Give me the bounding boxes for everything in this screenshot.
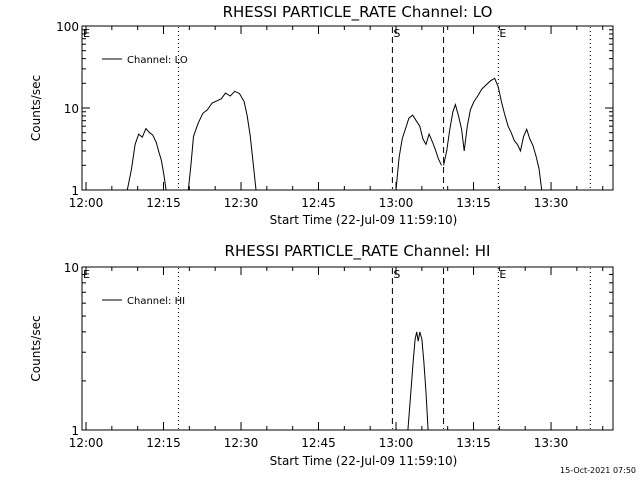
- x-tick-label: 12:00: [69, 196, 104, 210]
- x-tick-label: 13:15: [456, 196, 491, 210]
- y-tick-label: 10: [64, 102, 79, 116]
- hi-channel-panel: RHESSI PARTICLE_RATE Channel: HI 1 10 Count…: [29, 242, 614, 468]
- legend-label: Channel: LO: [127, 55, 188, 66]
- x-tick-label: 12:15: [146, 436, 181, 450]
- y-tick-label: 100: [56, 20, 79, 34]
- y-tick-label: 1: [71, 424, 79, 438]
- series-line: [443, 77, 543, 191]
- footer-timestamp: 15-Oct-2021 07:50: [560, 466, 636, 475]
- x-tick-label: 13:00: [379, 196, 414, 210]
- x-tick-label: 12:30: [224, 196, 259, 210]
- y-axis-label: Counts/sec: [29, 75, 43, 141]
- marker-label: E: [499, 27, 506, 40]
- marker-label: S: [393, 27, 400, 40]
- series-line: [395, 114, 442, 191]
- series-line: [407, 331, 429, 431]
- y-tick-label: 10: [64, 261, 79, 275]
- marker-label: E: [83, 268, 90, 281]
- x-tick-label: 13:00: [379, 436, 414, 450]
- chart-title: RHESSI PARTICLE_RATE Channel: LO: [223, 3, 493, 22]
- legend-label: Channel: HI: [127, 296, 185, 307]
- x-axis-label: Start Time (22-Jul-09 11:59:10): [270, 213, 458, 227]
- series-line: [126, 127, 167, 191]
- x-tick-label: 13:15: [456, 436, 491, 450]
- series-line: [187, 90, 257, 191]
- x-tick-label: 12:00: [69, 436, 104, 450]
- chart-title: RHESSI PARTICLE_RATE Channel: HI: [225, 242, 491, 261]
- marker-label: E: [83, 27, 90, 40]
- x-tick-label: 12:45: [301, 436, 336, 450]
- x-tick-label: 12:30: [224, 436, 259, 450]
- plot-frame: [81, 266, 614, 431]
- x-tick-label: 13:30: [534, 196, 569, 210]
- lo-channel-panel: RHESSI PARTICLE_RATE Channel: LO 1 10 100 Co…: [29, 3, 614, 227]
- x-tick-label: 12:15: [146, 196, 181, 210]
- y-axis-label: Counts/sec: [29, 315, 43, 381]
- y-tick-label: 1: [71, 184, 79, 198]
- marker-label: E: [499, 268, 506, 281]
- plot-frame: [81, 25, 614, 191]
- x-tick-label: 13:30: [534, 436, 569, 450]
- x-tick-label: 12:45: [301, 196, 336, 210]
- marker-label: S: [393, 268, 400, 281]
- x-axis-label: Start Time (22-Jul-09 11:59:10): [270, 454, 458, 468]
